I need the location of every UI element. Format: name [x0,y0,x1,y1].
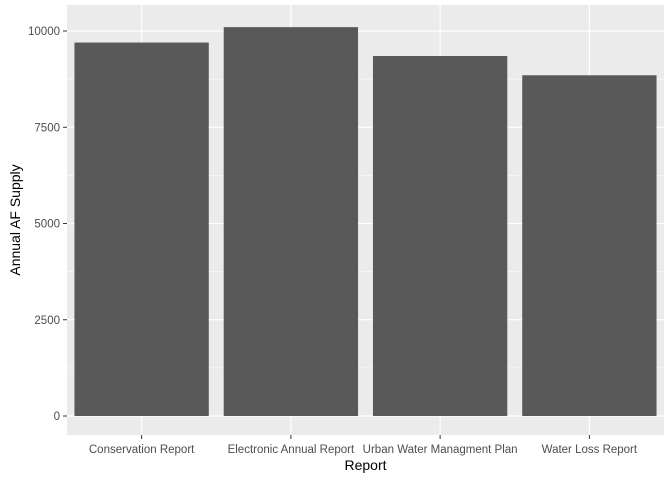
y-tick-label: 7500 [34,122,60,134]
bars [74,27,657,417]
y-axis: 0 2500 5000 7500 10000 [28,26,67,423]
bar [372,56,508,417]
y-tick-label: 2500 [34,315,60,327]
bar [74,42,209,417]
x-tick-label: Conservation Report [89,444,195,456]
y-axis-title: Annual AF Supply [7,164,23,275]
y-tick-label: 5000 [34,219,60,231]
bar [522,75,657,417]
x-tick-label: Water Loss Report [542,444,638,456]
y-tick-label: 0 [54,411,60,423]
x-axis: Conservation Report Electronic Annual Rep… [89,435,638,456]
y-tick-label: 10000 [28,26,60,38]
bar [223,27,359,417]
x-tick-label: Electronic Annual Report [228,444,355,456]
x-tick-label: Urban Water Managment Plan [363,444,518,456]
x-axis-title: Report [344,457,386,473]
